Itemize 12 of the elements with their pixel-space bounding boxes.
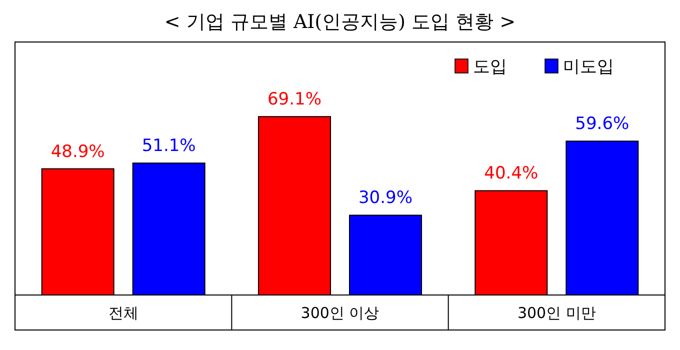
- data-label: 69.1%: [267, 90, 322, 110]
- chart-title: < 기업 규모별 AI(인공지능) 도입 현황 >: [164, 11, 516, 33]
- x-tick-label: 300인 이상: [300, 304, 380, 322]
- x-tick-label: 300인 미만: [517, 304, 596, 322]
- x-tick-label: 전체: [108, 304, 138, 322]
- data-label: 40.4%: [484, 164, 538, 184]
- data-label: 51.1%: [142, 136, 196, 156]
- legend-label: 도입: [473, 57, 507, 77]
- legend-label: 미도입: [563, 57, 614, 77]
- data-label: 48.9%: [50, 142, 105, 162]
- data-label: 59.6%: [575, 114, 630, 134]
- data-label: 30.9%: [358, 188, 413, 208]
